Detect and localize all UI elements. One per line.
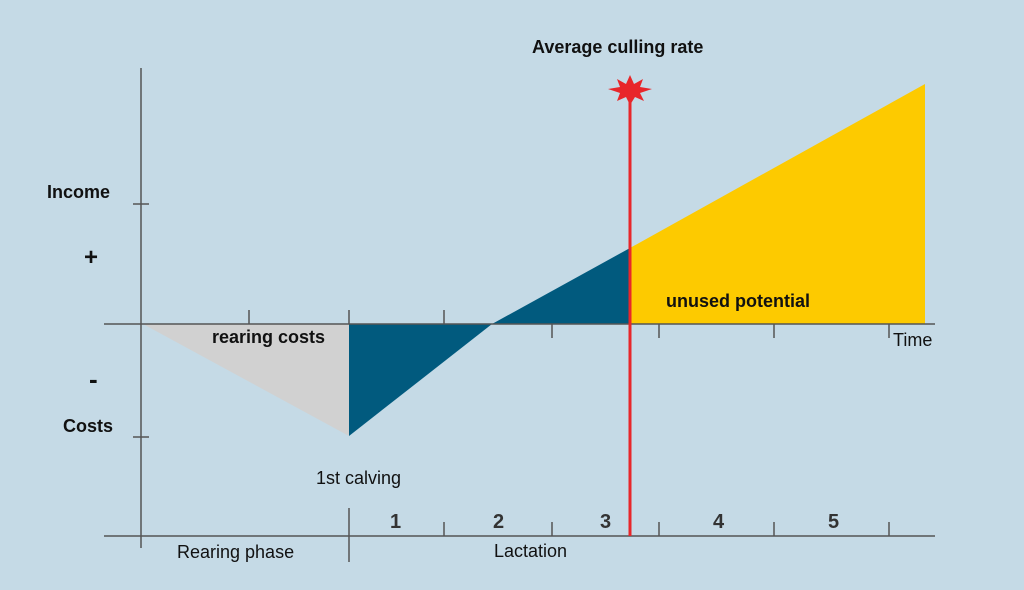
phase-axis-ticks xyxy=(443,522,890,536)
first-calving-label: 1st calving xyxy=(316,468,402,488)
costs-label: Costs xyxy=(63,416,114,436)
rearing-phase-label: Rearing phase xyxy=(177,542,295,562)
x-axis-ticks xyxy=(248,310,890,338)
plus-sign: + xyxy=(84,244,99,271)
unused-potential-region xyxy=(630,84,925,324)
burst-icon xyxy=(608,75,652,105)
lactation-number-5: 5 xyxy=(828,511,840,533)
lactation-number-1: 1 xyxy=(390,511,402,533)
income-label: Income xyxy=(47,182,111,202)
lactation-loss-region xyxy=(349,324,492,436)
time-label: Time xyxy=(893,330,933,350)
culling-rate-title: Average culling rate xyxy=(532,37,704,57)
unused-potential-label: unused potential xyxy=(666,291,810,311)
lactation-number-2: 2 xyxy=(493,511,505,533)
rearing-costs-region xyxy=(143,324,349,436)
lactation-number-4: 4 xyxy=(713,511,725,533)
lactation-phase-label: Lactation xyxy=(494,541,568,561)
lactation-gain-region xyxy=(492,248,630,324)
minus-sign: - xyxy=(89,364,98,394)
rearing-costs-label: rearing costs xyxy=(212,327,326,347)
lactation-number-3: 3 xyxy=(600,511,612,533)
